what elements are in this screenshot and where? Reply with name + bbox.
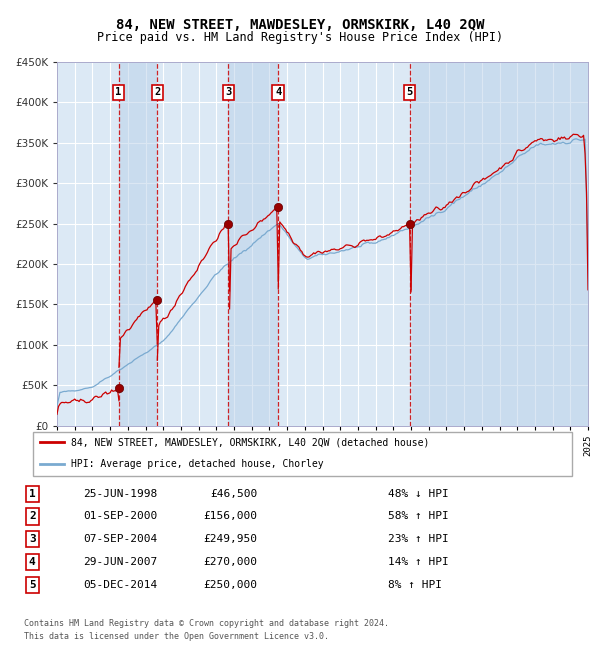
Text: This data is licensed under the Open Government Licence v3.0.: This data is licensed under the Open Gov… [24,632,329,641]
Text: 8% ↑ HPI: 8% ↑ HPI [389,580,443,590]
Bar [119,62,157,426]
Text: 2: 2 [29,512,35,521]
Text: 25-JUN-1998: 25-JUN-1998 [83,489,158,499]
Text: £46,500: £46,500 [210,489,257,499]
Text: 5: 5 [29,580,35,590]
Text: 3: 3 [225,88,232,97]
Text: HPI: Average price, detached house, Chorley: HPI: Average price, detached house, Chor… [71,460,323,469]
FancyBboxPatch shape [33,432,572,476]
Text: £156,000: £156,000 [203,512,257,521]
Text: 23% ↑ HPI: 23% ↑ HPI [389,534,449,544]
Text: 1: 1 [29,489,35,499]
Bar [229,62,278,426]
Text: £249,950: £249,950 [203,534,257,544]
Text: £250,000: £250,000 [203,580,257,590]
Text: 2: 2 [154,88,160,97]
Text: 48% ↓ HPI: 48% ↓ HPI [389,489,449,499]
Text: 84, NEW STREET, MAWDESLEY, ORMSKIRK, L40 2QW: 84, NEW STREET, MAWDESLEY, ORMSKIRK, L40… [116,18,484,32]
Text: 01-SEP-2000: 01-SEP-2000 [83,512,158,521]
Text: 05-DEC-2014: 05-DEC-2014 [83,580,158,590]
Text: 58% ↑ HPI: 58% ↑ HPI [389,512,449,521]
Text: £270,000: £270,000 [203,557,257,567]
Text: 4: 4 [29,557,35,567]
Text: 84, NEW STREET, MAWDESLEY, ORMSKIRK, L40 2QW (detached house): 84, NEW STREET, MAWDESLEY, ORMSKIRK, L40… [71,437,430,447]
Text: 5: 5 [407,88,413,97]
Text: 07-SEP-2004: 07-SEP-2004 [83,534,158,544]
Text: 14% ↑ HPI: 14% ↑ HPI [389,557,449,567]
Bar [410,62,588,426]
Text: 29-JUN-2007: 29-JUN-2007 [83,557,158,567]
Text: 4: 4 [275,88,281,97]
Text: Price paid vs. HM Land Registry's House Price Index (HPI): Price paid vs. HM Land Registry's House … [97,31,503,44]
Text: 1: 1 [115,88,122,97]
Text: 3: 3 [29,534,35,544]
Text: Contains HM Land Registry data © Crown copyright and database right 2024.: Contains HM Land Registry data © Crown c… [24,619,389,628]
